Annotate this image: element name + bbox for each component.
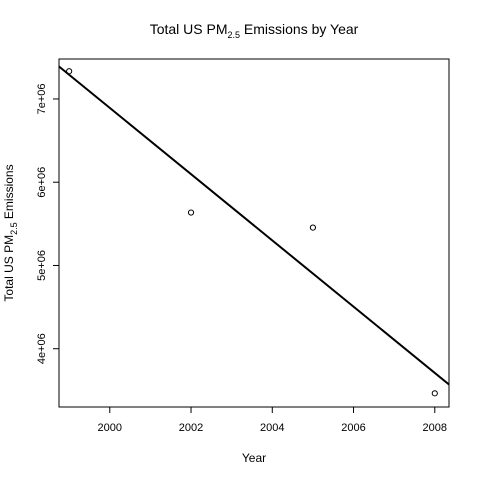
data-point [431,390,438,397]
y-axis-title: Total US PM2.5 Emissions [2,164,19,301]
chart-title-suffix: Emissions by Year [240,21,359,37]
y-tick-label: 5e+06 [36,250,48,281]
x-tick-label: 2006 [341,422,365,434]
data-point [66,68,73,75]
x-tick-label: 2002 [179,422,203,434]
data-point [187,209,195,216]
y-axis-ticks: 4e+06 5e+06 6e+06 7e+06 [36,84,59,364]
regression-line [58,65,450,386]
y-axis-title-suffix: Emissions [2,164,16,222]
chart-title-subscript: 2.5 [228,30,241,40]
x-axis-ticks: 2000 2002 2004 2006 2008 [98,407,447,434]
plot-frame [58,58,450,408]
y-tick-label: 7e+06 [36,84,48,115]
chart-title: Total US PM2.5 Emissions by Year [150,21,359,40]
x-tick-label: 2000 [98,422,122,434]
y-axis-title-subscript: 2.5 [9,222,19,235]
data-point [309,224,317,231]
y-tick-label: 6e+06 [36,167,48,198]
x-tick-label: 2004 [260,422,284,434]
chart-title-prefix: Total US PM [150,21,228,37]
x-tick-label: 2008 [423,422,447,434]
data-points [66,68,438,397]
y-axis-title-prefix: Total US PM [2,235,16,302]
x-axis-title: Year [242,451,266,465]
y-tick-label: 4e+06 [36,333,48,364]
